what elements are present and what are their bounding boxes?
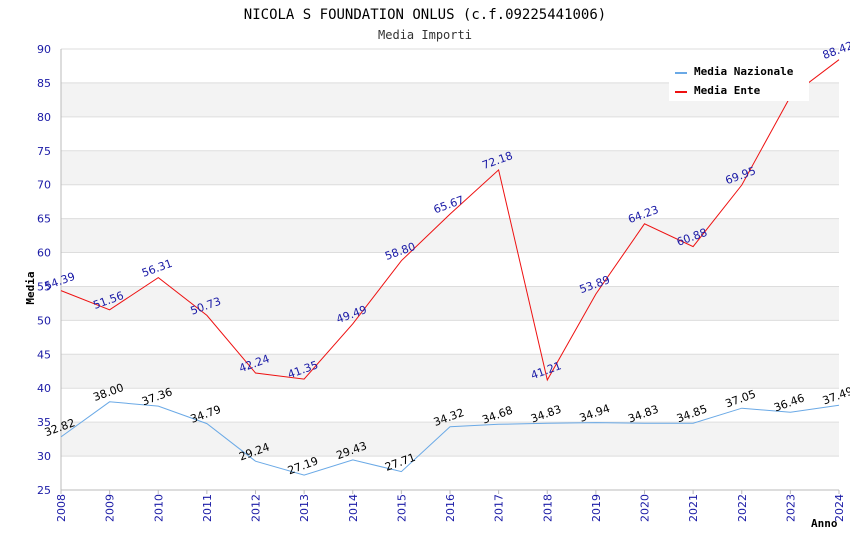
x-tick-label: 2011 — [201, 494, 214, 522]
y-axis-ticks: 25 30 35 40 45 50 55 60 65 70 75 80 85 90 — [37, 43, 51, 497]
y-tick-label: 60 — [37, 247, 51, 260]
x-tick-label: 2019 — [590, 494, 603, 522]
data-label: 37.05 — [724, 387, 758, 410]
y-tick-label: 45 — [37, 348, 51, 361]
y-tick-label: 55 — [37, 280, 51, 293]
data-label: 27.19 — [286, 454, 320, 477]
y-tick-label: 50 — [37, 314, 51, 327]
x-tick-label: 2017 — [493, 494, 506, 522]
x-tick-label: 2008 — [55, 494, 68, 522]
y-tick-label: 30 — [37, 450, 51, 463]
y-tick-label: 75 — [37, 145, 51, 158]
series-lines — [60, 59, 840, 476]
grid-bands — [61, 82, 839, 457]
x-tick-label: 2013 — [298, 494, 311, 522]
grid-band — [61, 218, 839, 253]
data-label: 34.94 — [578, 402, 612, 425]
y-tick-label: 65 — [37, 213, 51, 226]
x-tick-label: 2023 — [784, 494, 797, 522]
legend-entry: Media Ente — [694, 84, 761, 97]
x-tick-label: 2010 — [152, 494, 165, 522]
grid-band — [61, 150, 839, 185]
y-axis-label: Media — [24, 271, 37, 304]
legend-entry: Media Nazionale — [694, 65, 794, 78]
legend-box — [669, 61, 809, 101]
chart-subtitle: Media Importi — [378, 28, 472, 42]
y-tick-label: 70 — [37, 179, 51, 192]
y-tick-label: 80 — [37, 111, 51, 124]
x-tick-label: 2016 — [444, 494, 457, 522]
x-axis-label: Anno — [811, 517, 838, 530]
y-tick-label: 85 — [37, 77, 51, 90]
series-line-media-ente — [60, 59, 840, 382]
legend: Media Nazionale Media Ente — [669, 61, 809, 101]
y-tick-label: 40 — [37, 382, 51, 395]
chart-title: NICOLA S FOUNDATION ONLUS (c.f.092254410… — [244, 7, 606, 23]
x-tick-label: 2012 — [250, 494, 263, 522]
y-tick-label: 25 — [37, 484, 51, 497]
data-label: 56.31 — [140, 257, 174, 280]
y-tick-label: 35 — [37, 416, 51, 429]
x-tick-label: 2015 — [395, 494, 408, 522]
x-tick-label: 2018 — [541, 494, 554, 522]
data-label: 88.42 — [821, 39, 850, 62]
grid-band — [61, 286, 839, 321]
x-tick-label: 2020 — [639, 494, 652, 522]
x-tick-label: 2009 — [104, 494, 117, 522]
grid-lines — [60, 48, 839, 491]
data-label: 65.67 — [432, 193, 466, 216]
x-tick-label: 2022 — [736, 494, 749, 522]
x-tick-label: 2021 — [687, 494, 700, 522]
y-tick-label: 90 — [37, 43, 51, 56]
x-axis-ticks: 2008 2009 2010 2011 2012 2013 2014 2015 2016 2017… — [55, 490, 846, 522]
x-tick-label: 2014 — [347, 494, 360, 522]
data-label: 37.36 — [140, 385, 174, 408]
grid-band — [61, 354, 839, 389]
grid-band — [61, 422, 839, 457]
x-tick-label: 2024 — [833, 494, 846, 522]
series-line-media-nazionale — [60, 401, 840, 476]
